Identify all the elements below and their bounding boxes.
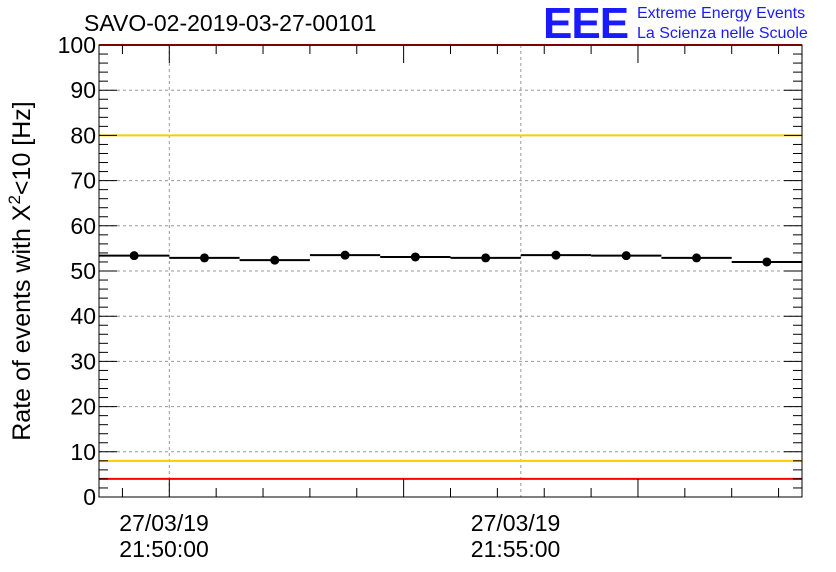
x-tick-label-date: 27/03/19 bbox=[119, 510, 209, 536]
plot-frame bbox=[98, 44, 803, 498]
logo-line-2: La Scienza nelle Scuole bbox=[637, 25, 808, 42]
data-point bbox=[621, 251, 631, 261]
y-tick-label: 60 bbox=[70, 213, 96, 239]
chart-title: SAVO-02-2019-03-27-00101 bbox=[84, 10, 377, 36]
y-tick-label: 80 bbox=[70, 122, 96, 148]
data-point bbox=[199, 253, 209, 263]
logo-line-1: Extreme Energy Events bbox=[637, 5, 806, 22]
y-tick-label: 70 bbox=[70, 168, 96, 194]
data-point bbox=[762, 257, 772, 267]
eee-logo: EEE Extreme Energy Events La Scienza nel… bbox=[543, 2, 833, 46]
data-point bbox=[410, 252, 420, 262]
y-tick-label: 90 bbox=[70, 77, 96, 103]
x-tick-label-time: 21:55:00 bbox=[471, 536, 561, 562]
data-point bbox=[551, 250, 561, 260]
data-point bbox=[340, 250, 350, 260]
data-point bbox=[692, 253, 702, 263]
y-tick-label: 30 bbox=[70, 348, 96, 374]
y-tick-label: 100 bbox=[58, 32, 96, 58]
data-point bbox=[270, 255, 280, 265]
data-point bbox=[481, 253, 491, 263]
x-tick-label-time: 21:50:00 bbox=[119, 536, 209, 562]
y-tick-label: 0 bbox=[83, 484, 96, 510]
y-tick-label: 20 bbox=[70, 394, 96, 420]
logo-mark: EEE bbox=[543, 0, 629, 48]
y-tick-label: 50 bbox=[70, 258, 96, 284]
x-tick-label-date: 27/03/19 bbox=[471, 510, 561, 536]
y-tick-label: 40 bbox=[70, 303, 96, 329]
y-axis-label: Rate of events with X2<10 [Hz] bbox=[5, 101, 36, 441]
y-tick-label: 10 bbox=[70, 439, 96, 465]
data-point bbox=[129, 251, 139, 261]
